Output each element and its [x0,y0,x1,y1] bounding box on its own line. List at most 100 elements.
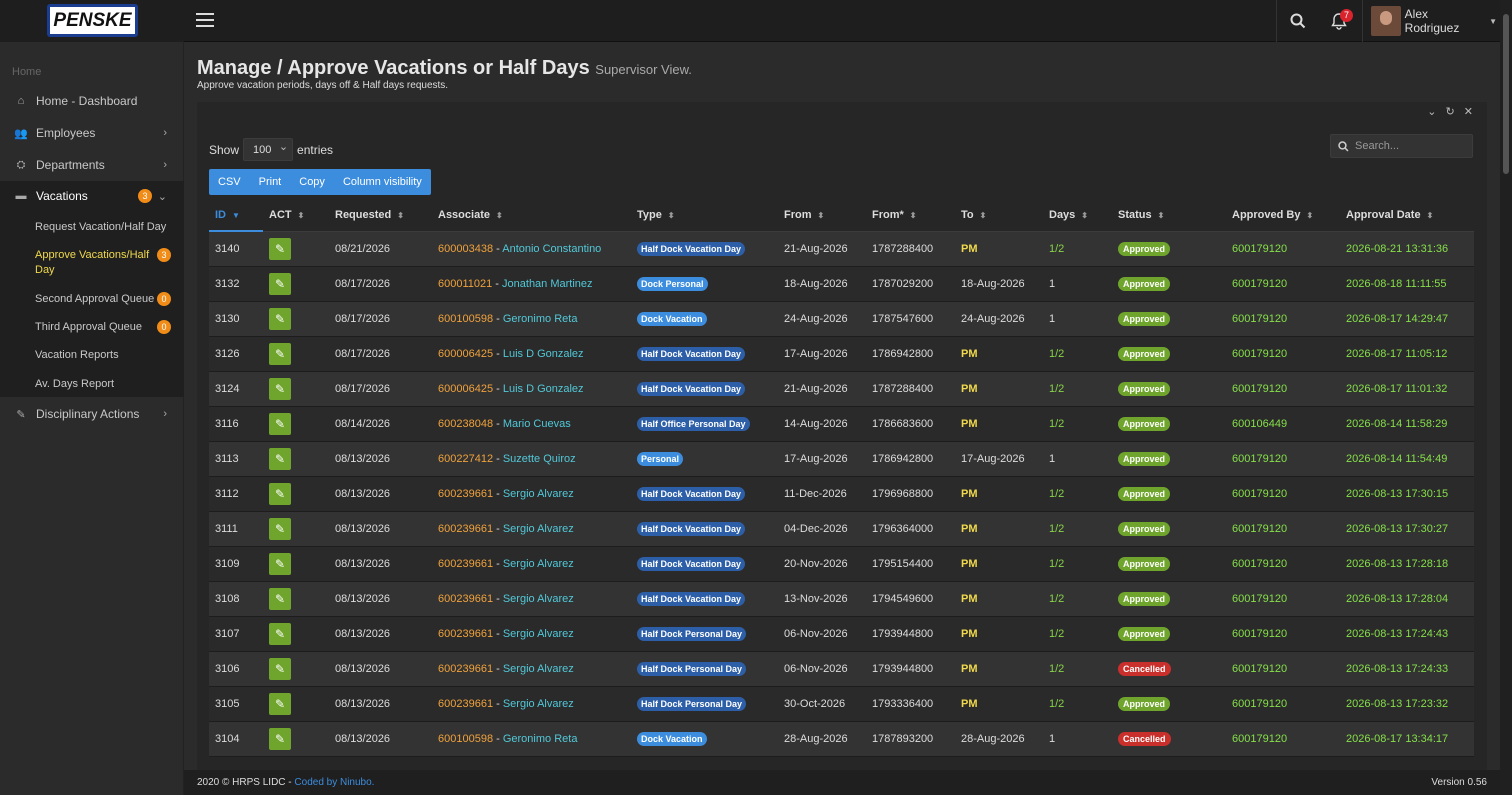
associate-code[interactable]: 600239661 [438,522,494,535]
associate-name[interactable]: Sergio Alvarez [502,592,574,605]
col-header-from[interactable]: From ⬍ [778,199,866,232]
table-search-input[interactable]: Search... [1330,134,1473,158]
menu-toggle-icon[interactable] [196,13,214,28]
associate-code[interactable]: 600239661 [438,697,494,710]
associate-code[interactable]: 600227412 [438,452,494,465]
edit-request-button[interactable]: ✎ [269,552,291,575]
notifications-button[interactable]: 7 [1318,0,1360,42]
col-header-associate[interactable]: Associate ⬍ [432,199,631,232]
col-header-approved-by[interactable]: Approved By ⬍ [1226,199,1340,232]
cell-from-ts: 1787029200 [866,266,955,302]
cell-approval-date: 2026-08-17 14:29:47 [1340,301,1474,337]
col-header-type[interactable]: Type ⬍ [631,199,778,232]
refresh-icon[interactable]: ↻ [1445,106,1455,118]
sidebar-item-vacations[interactable]: ▬ Vacations 3 ⌄ [0,181,184,211]
penske-logo[interactable]: PENSKE [47,4,138,37]
edit-request-button[interactable]: ✎ [269,272,291,295]
sidebar: Home ⌂ Home - Dashboard 👥 Employees › ⛭ … [0,42,184,795]
submenu-av-days-report[interactable]: Av. Days Report [35,378,115,390]
cell-approved-by: 600179120 [1226,231,1340,267]
cell-to: PM [955,336,1043,372]
cell-type: Half Office Personal Day [631,406,778,442]
associate-name[interactable]: Geronimo Reta [502,732,578,745]
edit-request-button[interactable]: ✎ [269,307,291,330]
collapse-icon[interactable]: ⌄ [1427,106,1437,118]
associate-name[interactable]: Luis D Gonzalez [502,382,584,395]
associate-name[interactable]: Geronimo Reta [502,312,578,325]
associate-code[interactable]: 600011021 [438,277,493,290]
associate-code[interactable]: 600238048 [438,417,494,430]
col-header-id[interactable]: ID ▼ [209,199,263,232]
submenu-request-vacation[interactable]: Request Vacation/Half Day [35,221,167,233]
associate-code[interactable]: 600239661 [438,557,494,570]
print-button[interactable]: Print [258,176,282,188]
associate-name[interactable]: Sergio Alvarez [502,627,574,640]
edit-request-button[interactable]: ✎ [269,657,291,680]
associate-code[interactable]: 600239661 [438,662,494,675]
associate-name[interactable]: Sergio Alvarez [502,522,574,535]
cell-associate: 600239661 - Sergio Alvarez [432,581,631,617]
search-toggle-button[interactable] [1276,0,1318,42]
associate-code[interactable]: 600239661 [438,627,494,640]
associate-code[interactable]: 600003438 [438,242,494,255]
csv-button[interactable]: CSV [218,176,241,188]
edit-request-button[interactable]: ✎ [269,377,291,400]
submenu-third-approval[interactable]: Third Approval Queue [35,321,143,333]
submenu-vacation-reports[interactable]: Vacation Reports [35,349,119,361]
cell-act: ✎ [263,721,329,757]
sidebar-item-disciplinary[interactable]: ✎ Disciplinary Actions › [0,399,184,429]
col-header-days[interactable]: Days ⬍ [1043,199,1112,232]
cell-to: 17-Aug-2026 [955,441,1043,477]
footer-credit-link[interactable]: Coded by Ninubo. [294,777,375,788]
page-length-select[interactable]: 100 [243,138,294,161]
edit-request-button[interactable]: ✎ [269,482,291,505]
associate-code[interactable]: 600100598 [438,312,494,325]
associate-name[interactable]: Sergio Alvarez [502,557,574,570]
edit-request-button[interactable]: ✎ [269,587,291,610]
edit-request-button[interactable]: ✎ [269,517,291,540]
column-visibility-button[interactable]: Column visibility [342,176,422,188]
edit-request-button[interactable]: ✎ [269,727,291,750]
col-header-act[interactable]: ACT ⬍ [263,199,329,232]
sidebar-item-departments[interactable]: ⛭ Departments › [0,150,184,180]
associate-code[interactable]: 600239661 [438,487,494,500]
associate-code[interactable]: 600100598 [438,732,494,745]
col-header-status[interactable]: Status ⬍ [1112,199,1226,232]
edit-request-button[interactable]: ✎ [269,447,291,470]
pencil-icon: ✎ [274,521,286,536]
associate-name[interactable]: Sergio Alvarez [502,662,574,675]
col-header-approval-date[interactable]: Approval Date ⬍ [1340,199,1474,232]
sidebar-item-dashboard[interactable]: ⌂ Home - Dashboard [0,86,184,116]
associate-name[interactable]: Sergio Alvarez [502,697,574,710]
associate-code[interactable]: 600006425 [438,347,494,360]
search-placeholder: Search... [1355,140,1400,152]
col-header-from-ts[interactable]: From* ⬍ [866,199,955,232]
footer-version: Version 0.56 [1431,777,1487,788]
scrollbar-thumb[interactable] [1503,14,1509,174]
status-badge: Approved [1118,556,1171,571]
copy-button[interactable]: Copy [299,176,325,188]
close-icon[interactable]: ✕ [1463,106,1473,118]
edit-request-button[interactable]: ✎ [269,692,291,715]
page-scrollbar[interactable] [1500,0,1512,795]
cell-status: Approved [1112,546,1226,582]
associate-name[interactable]: Luis D Gonzalez [502,347,584,360]
submenu-approve-vacations[interactable]: Approve Vacations/Half Day [35,249,150,276]
col-header-to[interactable]: To ⬍ [955,199,1043,232]
submenu-second-approval[interactable]: Second Approval Queue [35,293,155,305]
associate-name[interactable]: Sergio Alvarez [502,487,574,500]
user-menu[interactable]: Alex Rodriguez ▼ [1362,0,1497,42]
edit-request-button[interactable]: ✎ [269,342,291,365]
associate-name[interactable]: Jonathan Martinez [502,277,593,290]
edit-request-button[interactable]: ✎ [269,237,291,260]
sidebar-item-employees[interactable]: 👥 Employees › [0,118,184,148]
associate-name[interactable]: Antonio Constantino [502,242,602,255]
edit-request-button[interactable]: ✎ [269,412,291,435]
associate-code[interactable]: 600006425 [438,382,494,395]
col-header-requested[interactable]: Requested ⬍ [329,199,432,232]
associate-name[interactable]: Mario Cuevas [502,417,571,430]
edit-request-button[interactable]: ✎ [269,622,291,645]
type-badge: Dock Vacation [637,311,707,326]
associate-code[interactable]: 600239661 [438,592,494,605]
associate-name[interactable]: Suzette Quiroz [502,452,576,465]
